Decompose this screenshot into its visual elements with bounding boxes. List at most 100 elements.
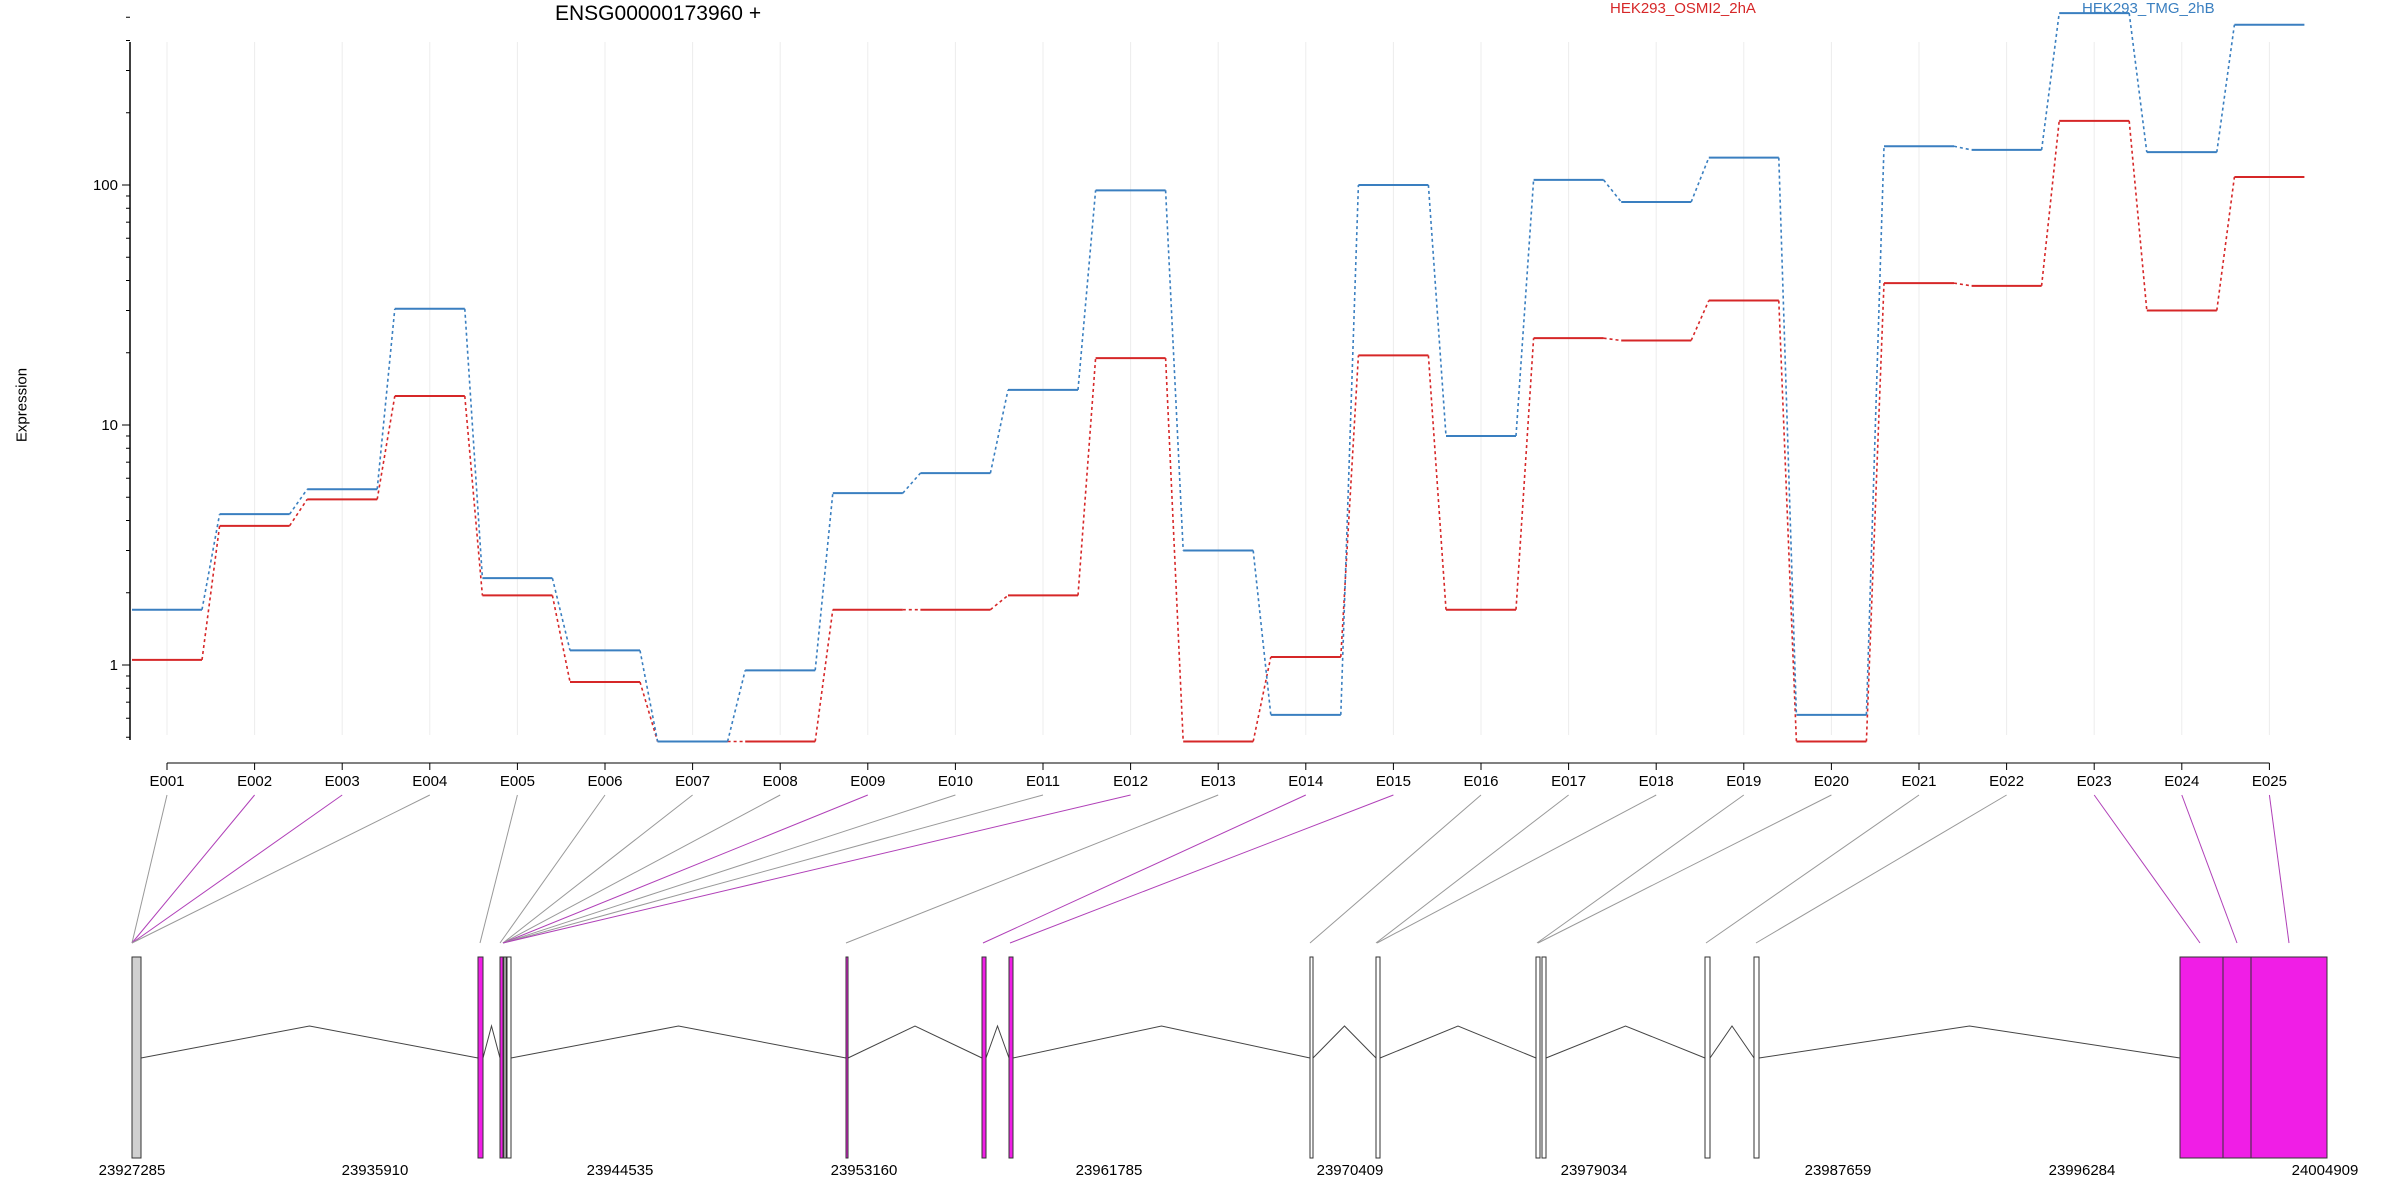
coordinate-label: 23935910 [342,1162,409,1179]
exon-box-e022 [1753,956,1760,1159]
x-tick-label-e011: E011 [1026,773,1060,790]
series-1-connector [1252,656,1272,742]
series-2-connector [201,514,221,610]
x-tick-label-e018: E018 [1639,773,1674,790]
exon-connector-e013 [845,794,1219,944]
exon-connector-e012 [502,794,1131,944]
series-2-connector [2216,24,2236,153]
exon-box-e005 [506,956,512,1159]
intron-line [1012,1025,1311,1059]
series-1-connector [2040,120,2060,286]
exon-connector-e004 [131,794,431,944]
series-1-connector [1427,355,1447,610]
x-tick-label-e019: E019 [1726,773,1761,790]
series-1-connector [201,525,221,661]
exon-box-e003 [499,956,504,1159]
series-2-connector [1077,190,1097,390]
series-2-connector [1602,179,1622,203]
exon-box-e023 [2179,956,2224,1159]
exon-connector-e007 [502,794,693,944]
x-tick-label-e021: E021 [1901,773,1936,790]
exon-connector-e009 [502,794,868,944]
coordinate-label: 23970409 [1317,1162,1384,1179]
series-2-connector [1778,157,1798,715]
x-tick-label-e020: E020 [1814,773,1849,790]
coordinate-label: 23961785 [1076,1162,1143,1179]
series-1-connector [814,609,834,742]
series-2-connector [1252,550,1272,715]
exon-box-e019 [1541,956,1547,1159]
x-tick-label-e008: E008 [763,773,798,790]
exon-box-e017 [1375,956,1381,1159]
exon-connector-e017 [1375,794,1569,944]
exon-connector-e020 [1537,794,1832,944]
series-2-connector [1340,184,1360,715]
series-2-connector [902,472,922,494]
exon-box-e014 [981,956,987,1159]
series-2-connector [814,493,834,671]
series-1-connector [1778,300,1798,742]
exon-connector-e002 [131,794,255,944]
x-tick-label-e007: E007 [675,773,710,790]
series-1-connector [639,681,659,742]
x-tick-label-e016: E016 [1463,773,1498,790]
series-2-connector [2128,13,2148,153]
series-1-connector [288,498,308,527]
series-1-connector [2128,120,2148,311]
series-2-connector [1865,146,1885,715]
series-1-connector [1164,358,1184,742]
exon-connector-e023 [2093,794,2201,944]
exon-connector-e005 [479,794,518,944]
series-1 [132,119,2305,743]
series-1-connector [1603,337,1622,342]
series-2-connector [464,308,484,579]
x-tick-label-e024: E024 [2164,773,2199,790]
exon-connector-e008 [502,794,781,944]
intron-line [1545,1025,1706,1059]
exon-connector-e024 [2181,794,2238,944]
x-tick-label-e003: E003 [325,773,360,790]
series-2-connector [726,670,746,742]
x-tick-label-e017: E017 [1551,773,1586,790]
series-1-connector [376,395,396,500]
series-2-connector [2040,13,2060,151]
exon-box-e004 [503,956,507,1159]
series-1-connector [551,595,571,683]
exon-connector-e019 [1536,794,1745,944]
series-1-connector [1690,300,1710,341]
coordinate-label: 24004909 [2292,1162,2359,1179]
exon-connector-e021 [1705,794,1920,944]
intron-line [1758,1025,2181,1059]
legend-series-1: HEK293_OSMI2_2hA [1610,0,1756,17]
series-2-connector [376,308,396,490]
series-1-connector [989,594,1009,611]
coordinate-label: 23953160 [831,1162,898,1179]
y-tick-label: 100 [93,177,118,194]
series-1-connector [2216,176,2236,311]
exon-connector-e011 [502,794,1044,944]
intron-line [140,1025,479,1059]
coordinate-label: 23944535 [587,1162,654,1179]
chart-title: ENSG00000173960 + [555,2,762,25]
series-1-connector [1865,283,1885,742]
x-tick-label-e010: E010 [938,773,973,790]
exon-box-e020 [1704,956,1711,1159]
series-2 [132,12,2305,743]
exon-box-e025 [2250,956,2328,1159]
exon-connector-e016 [1309,794,1482,944]
x-tick-label-e025: E025 [2252,773,2287,790]
exon-connector-e001 [131,794,168,944]
exon-connector-e015 [1009,794,1394,944]
coordinate-label: 23927285 [99,1162,166,1179]
coordinate-label: 23996284 [2049,1162,2116,1179]
x-tick-label-e012: E012 [1113,773,1148,790]
exon-connector-e018 [1376,794,1657,944]
series-2-connector [1164,190,1184,551]
x-tick-label-e009: E009 [850,773,885,790]
series-2-connector [1515,179,1535,437]
series-1-connector [1515,338,1535,610]
exon-box-e018 [1535,956,1541,1159]
intron-line [985,1024,1010,1059]
exon-connector-e022 [1755,794,2007,944]
